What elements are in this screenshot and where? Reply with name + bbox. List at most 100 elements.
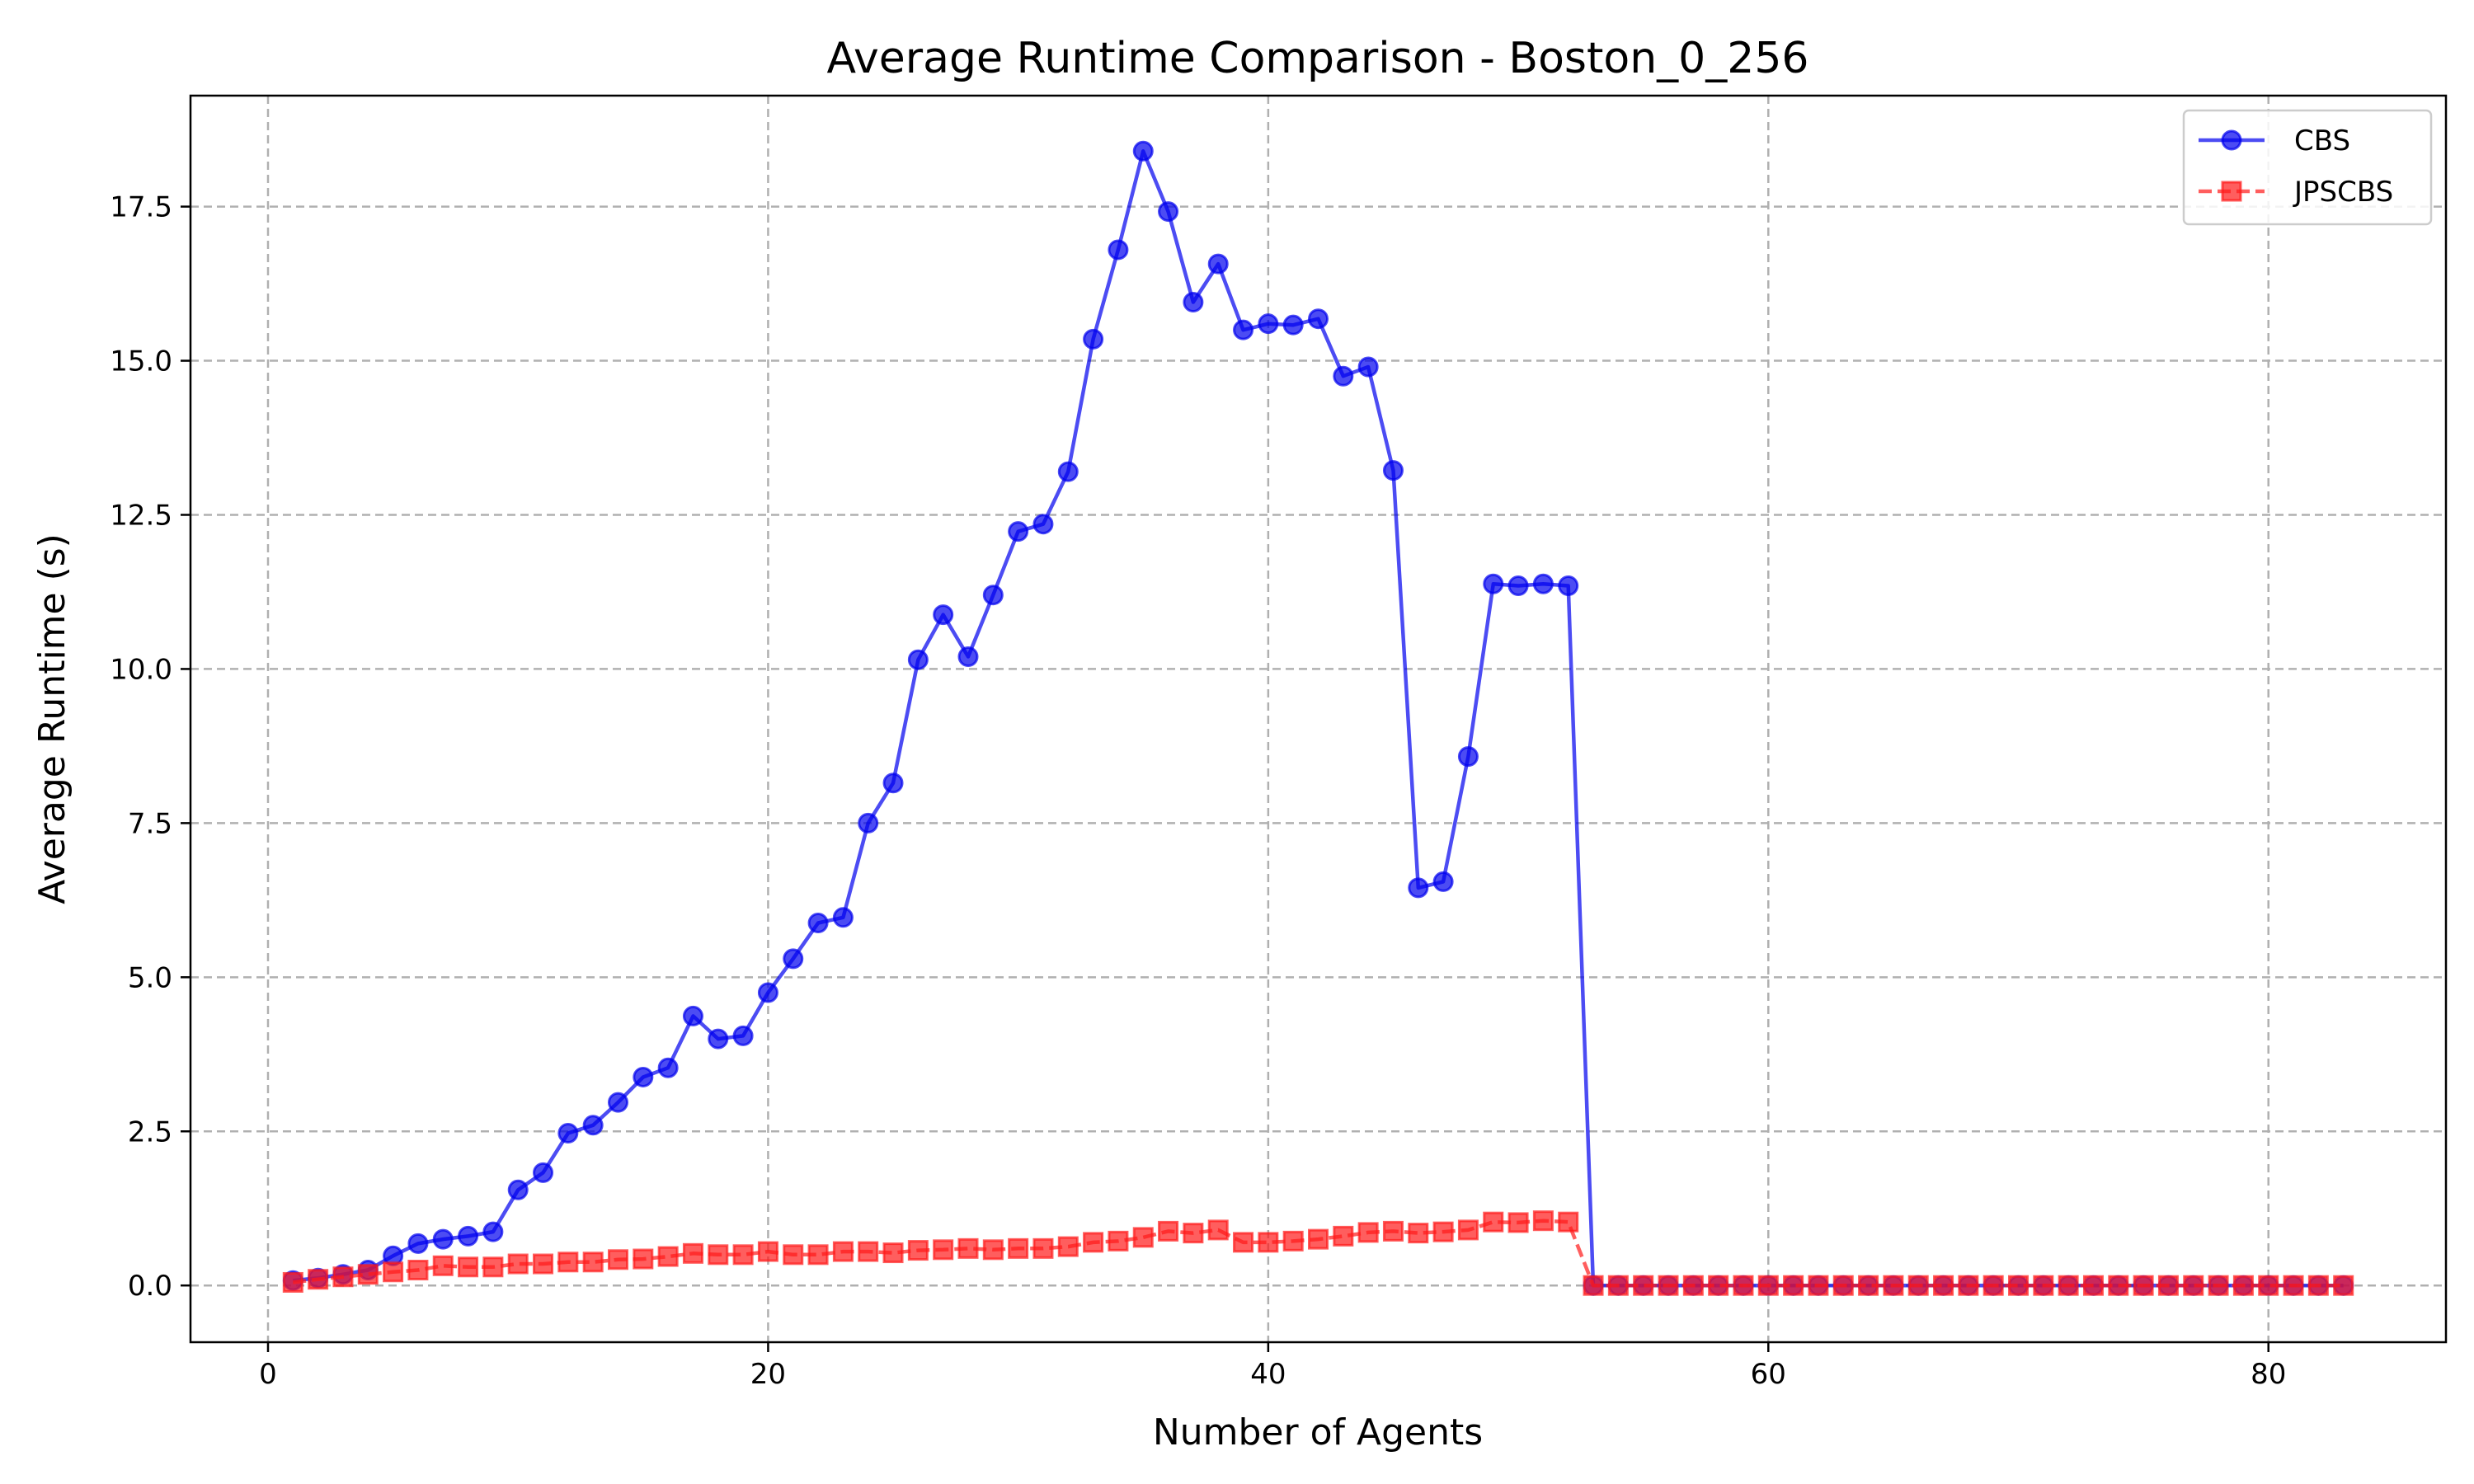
data-point-jpscbs — [2108, 1275, 2129, 1296]
data-point-cbs — [1432, 871, 1454, 892]
data-point-jpscbs — [1183, 1223, 1204, 1244]
data-point-jpscbs — [1057, 1236, 1079, 1257]
data-point-cbs — [1282, 314, 1304, 336]
data-point-jpscbs — [2133, 1275, 2154, 1296]
data-point-jpscbs — [832, 1241, 854, 1262]
y-tick-label: 2.5 — [128, 1115, 172, 1148]
y-axis-label: Average Runtime (s) — [31, 533, 73, 904]
data-point-jpscbs — [957, 1237, 979, 1259]
data-point-cbs — [982, 585, 1004, 606]
y-tick-label: 12.5 — [110, 499, 172, 532]
data-point-cbs — [1408, 877, 1429, 899]
y-tick-label: 5.0 — [128, 961, 172, 994]
data-point-cbs — [633, 1066, 654, 1087]
data-point-jpscbs — [1083, 1232, 1104, 1253]
data-point-jpscbs — [882, 1242, 904, 1264]
y-axis: 0.0 2.5 5.0 7.5 10.0 12.5 15.0 17.5 — [110, 191, 190, 1303]
series-jpscbs — [282, 1210, 2354, 1296]
data-point-jpscbs — [1382, 1220, 1404, 1242]
data-point-jpscbs — [657, 1246, 679, 1267]
data-point-jpscbs — [533, 1253, 554, 1275]
data-point-jpscbs — [783, 1244, 804, 1266]
data-point-jpscbs — [1858, 1275, 1879, 1296]
data-point-jpscbs — [1558, 1211, 1579, 1233]
data-point-jpscbs — [1308, 1228, 1329, 1250]
data-point-jpscbs — [1507, 1212, 1529, 1233]
data-point-jpscbs — [1457, 1219, 1479, 1241]
data-point-jpscbs — [557, 1252, 579, 1273]
data-point-jpscbs — [507, 1253, 529, 1275]
data-point-jpscbs — [682, 1242, 703, 1264]
x-tick-label: 80 — [2251, 1358, 2286, 1391]
data-point-jpscbs — [1483, 1211, 1504, 1233]
data-point-cbs — [757, 982, 778, 1003]
data-point-jpscbs — [1282, 1230, 1304, 1252]
data-point-jpscbs — [357, 1264, 379, 1285]
data-point-jpscbs — [1933, 1275, 1954, 1296]
chart-title: Average Runtime Comparison - Boston_0_25… — [826, 34, 1808, 83]
data-point-jpscbs — [308, 1269, 329, 1290]
data-point-jpscbs — [2157, 1275, 2179, 1296]
data-point-cbs — [682, 1005, 703, 1026]
data-point-cbs — [882, 773, 904, 794]
data-point-jpscbs — [1757, 1275, 1779, 1296]
y-tick-label: 7.5 — [128, 807, 172, 840]
data-point-jpscbs — [1432, 1221, 1454, 1242]
data-point-jpscbs — [2283, 1275, 2304, 1296]
data-point-cbs — [582, 1115, 604, 1136]
data-point-jpscbs — [633, 1248, 654, 1270]
data-point-jpscbs — [1357, 1222, 1379, 1243]
legend-entries: CBS JPSCBS — [2199, 124, 2393, 209]
data-point-cbs — [1532, 573, 1554, 594]
data-point-cbs — [933, 604, 954, 626]
x-axis: 0 20 40 60 80 — [259, 1342, 2286, 1391]
data-point-jpscbs — [2183, 1275, 2204, 1296]
data-point-jpscbs — [933, 1239, 954, 1261]
data-point-jpscbs — [1982, 1275, 2004, 1296]
data-point-cbs — [507, 1179, 529, 1200]
data-point-jpscbs — [2333, 1275, 2354, 1296]
x-tick-label: 40 — [1250, 1358, 1286, 1391]
data-point-jpscbs — [482, 1256, 504, 1278]
data-point-jpscbs — [1132, 1227, 1154, 1248]
data-point-cbs — [607, 1092, 628, 1113]
data-point-cbs — [1457, 746, 1479, 768]
legend-item-cbs: CBS — [2199, 124, 2350, 157]
data-point-jpscbs — [607, 1249, 628, 1270]
data-point-jpscbs — [1258, 1232, 1279, 1253]
data-point-cbs — [1032, 514, 1054, 535]
data-point-jpscbs — [432, 1255, 454, 1276]
data-point-jpscbs — [2058, 1275, 2079, 1296]
data-point-cbs — [1308, 308, 1329, 330]
data-point-cbs — [458, 1225, 479, 1247]
data-point-cbs — [1183, 292, 1204, 313]
data-point-cbs — [1357, 356, 1379, 378]
y-tick-label: 0.0 — [128, 1270, 172, 1303]
x-tick-label: 60 — [1751, 1358, 1786, 1391]
data-point-jpscbs — [2307, 1275, 2329, 1296]
data-point-jpscbs — [458, 1256, 479, 1278]
y-tick-label: 15.0 — [110, 345, 172, 378]
data-point-cbs — [657, 1057, 679, 1078]
data-point-cbs — [533, 1162, 554, 1183]
data-point-cbs — [1558, 575, 1579, 596]
data-point-cbs — [832, 907, 854, 928]
data-point-jpscbs — [1958, 1275, 1979, 1296]
data-point-jpscbs — [757, 1241, 778, 1262]
data-point-jpscbs — [383, 1261, 404, 1283]
data-point-jpscbs — [1108, 1230, 1129, 1252]
data-point-cbs — [407, 1233, 429, 1254]
legend-swatch-marker — [2221, 181, 2242, 202]
data-point-jpscbs — [1733, 1275, 1754, 1296]
data-point-jpscbs — [407, 1260, 429, 1281]
data-point-jpscbs — [1333, 1225, 1354, 1247]
data-point-jpscbs — [1658, 1275, 1679, 1296]
data-point-cbs — [957, 646, 979, 667]
legend-swatch-marker — [2221, 129, 2242, 151]
data-point-jpscbs — [1583, 1275, 1604, 1296]
data-point-cbs — [432, 1228, 454, 1250]
data-point-cbs — [557, 1123, 579, 1144]
data-point-jpscbs — [1907, 1275, 1929, 1296]
data-point-cbs — [708, 1028, 729, 1050]
